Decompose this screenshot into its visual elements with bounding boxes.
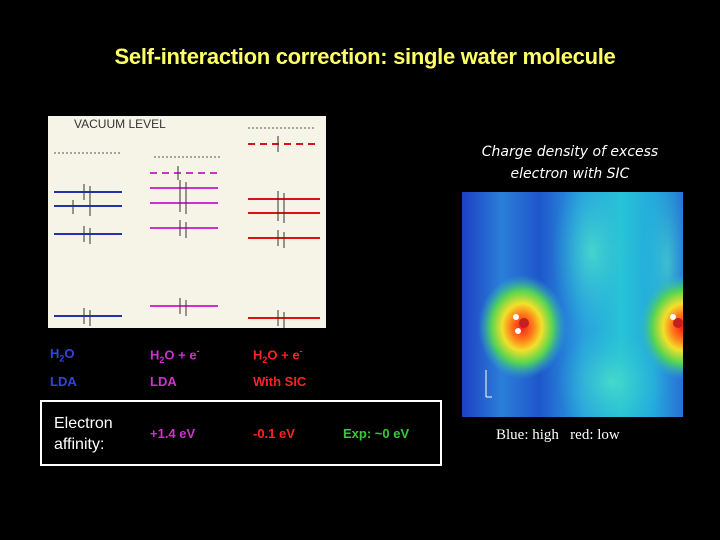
- electron-affinity-box: [40, 400, 442, 466]
- exp-affinity-value: Exp: ~0 eV: [343, 426, 410, 441]
- lda-anion-name: H2O + e-: [150, 346, 200, 365]
- h2o-spins: [72, 184, 91, 326]
- h2o-method: LDA: [50, 374, 77, 389]
- slide-title: Self-interaction correction: single wate…: [114, 44, 616, 69]
- charge-density-map: [462, 172, 720, 437]
- sic-levels: [248, 143, 320, 319]
- lda-anion-spins: [177, 166, 187, 316]
- hydrogen-atom-right: [670, 314, 676, 320]
- hydrogen-atom-left-1: [513, 314, 519, 320]
- lda-anion-method: LDA: [150, 374, 177, 389]
- vacuum-level-label: VACUUM LEVEL: [74, 117, 166, 131]
- color-legend: Blue: high red: low: [496, 427, 620, 443]
- sic-anion-method: With SIC: [253, 374, 307, 389]
- lda-anion-levels: [150, 172, 218, 307]
- lda-affinity-value: +1.4 eV: [150, 426, 196, 441]
- h2o-name: H2O: [50, 346, 75, 364]
- sic-affinity-value: -0.1 eV: [253, 426, 295, 441]
- charge-density-caption: Charge density of excess electron with S…: [481, 144, 659, 182]
- h2o-levels: [54, 191, 122, 317]
- energy-level-diagram: VACUUM LEVEL: [48, 116, 326, 328]
- electron-affinity-label: Electron affinity:: [54, 415, 113, 453]
- energy-level-svg: VACUUM LEVEL: [54, 117, 320, 328]
- hydrogen-atom-left-2: [515, 328, 521, 334]
- sic-anion-name: H2O + e-: [253, 346, 303, 365]
- sic-spins: [277, 136, 285, 328]
- oxygen-atom-left: [519, 318, 529, 328]
- oxygen-atom-right: [673, 318, 683, 328]
- charge-density-svg: [462, 172, 720, 437]
